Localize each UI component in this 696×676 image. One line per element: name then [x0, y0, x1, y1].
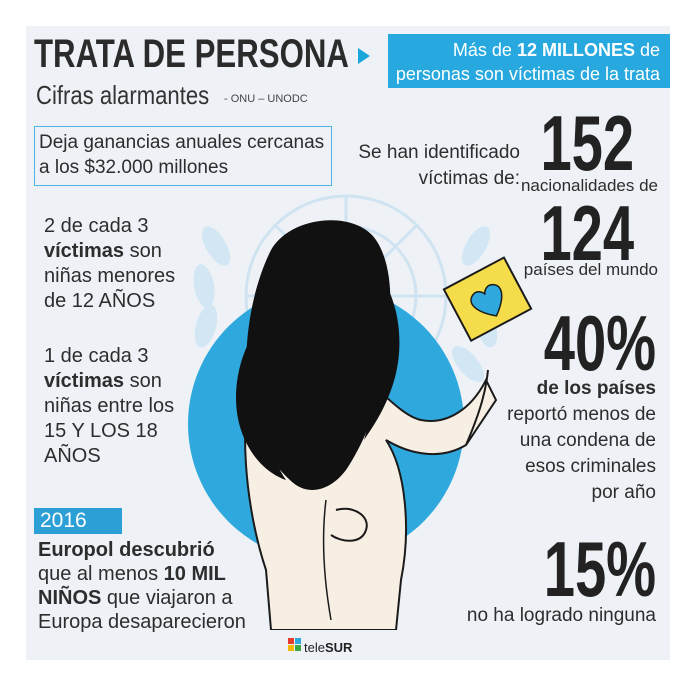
banner-line-1: Más de 12 MILLONES de — [452, 40, 660, 60]
pct-15-value: 15% — [543, 525, 656, 613]
victims-banner: Más de 12 MILLONES de personas son vícti… — [388, 34, 670, 88]
europol-stat: Europol descubrió que al menos 10 MIL NI… — [38, 539, 246, 633]
stat-girls-under-12: 2 de cada 3 víctimas son niñas menores d… — [44, 215, 176, 312]
stat-girls-15-18: 1 de cada 3 víctimas son niñas entre los… — [44, 345, 175, 467]
countries-label: países del mundo — [523, 260, 658, 279]
year-badge-2016: 2016 — [34, 508, 122, 534]
nationalities-label: nacionalidades de — [520, 176, 658, 195]
telesur-logo-icon — [288, 638, 301, 651]
pct-15-label: no ha logrado ninguna — [466, 605, 656, 626]
woman-figure-illustration — [236, 220, 498, 630]
banner-line-2: personas son víctimas de la trata — [395, 64, 660, 84]
earnings-line-1: Deja ganancias anuales cercanas — [39, 132, 325, 153]
countries-number: 124 — [540, 189, 634, 277]
page-title: TRATA DE PERSONA — [34, 32, 349, 76]
title-arrow-icon — [358, 48, 370, 64]
telesur-logo-text: teleSUR — [304, 640, 353, 655]
source-credit: - ONU – UNODC — [224, 93, 308, 105]
earnings-box: Deja ganancias anuales cercanas a los $3… — [34, 126, 332, 186]
nationalities-number: 152 — [540, 99, 634, 187]
identified-label: Se han identificado víctimas de: — [358, 142, 520, 189]
infographic-poster: TRATA DE PERSONA Cifras alarmantes - ONU… — [26, 26, 670, 660]
yellow-card-heart-icon — [442, 256, 533, 343]
pct-40-description: de los países reportó menos de una conde… — [507, 378, 656, 503]
page-subtitle: Cifras alarmantes — [36, 80, 210, 110]
earnings-line-2: a los $32.000 millones — [39, 157, 229, 178]
pct-40-value: 40% — [543, 299, 656, 387]
